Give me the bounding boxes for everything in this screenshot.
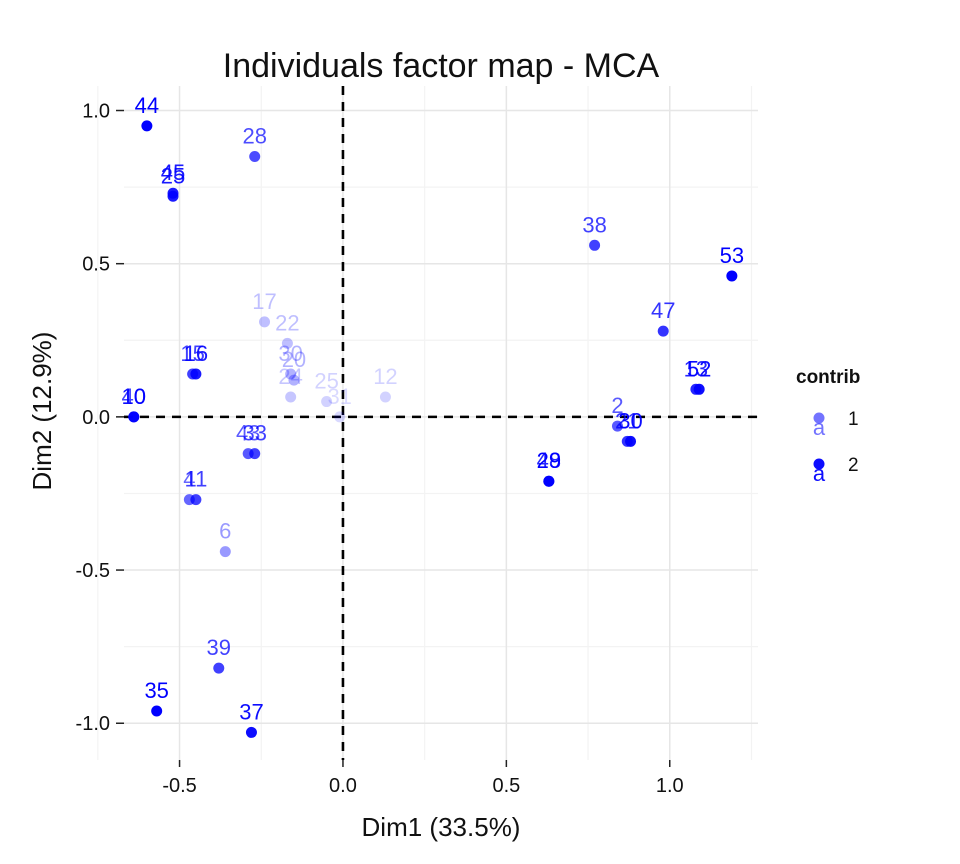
y-axis-title: Dim2 (12.9%) <box>27 332 57 491</box>
point-label: 48 <box>537 448 561 473</box>
data-point <box>245 726 257 738</box>
x-tick-label: 0.5 <box>492 775 520 797</box>
legend-entries: a 1 a 2 <box>813 409 859 486</box>
data-point <box>249 150 261 162</box>
data-point <box>543 475 555 487</box>
data-point <box>625 435 637 447</box>
point-label: 52 <box>687 356 711 381</box>
legend-key-letter: a <box>813 461 826 486</box>
legend-label: 1 <box>848 409 859 430</box>
y-tick-label: 0.0 <box>82 407 110 429</box>
legend-key-point <box>813 458 825 470</box>
data-point <box>611 420 623 432</box>
legend: contrib a 1 a 2 <box>796 367 860 486</box>
reference-lines <box>124 86 758 760</box>
point-label: 20 <box>282 347 306 372</box>
point-label: 30 <box>618 408 642 433</box>
points-layer <box>128 120 738 738</box>
point-label: 21 <box>615 408 639 433</box>
data-point <box>141 120 153 132</box>
point-label: 40 <box>122 384 146 409</box>
point-label: 39 <box>207 635 231 660</box>
point-label: 12 <box>373 364 397 389</box>
point-label: 15 <box>180 341 204 366</box>
point-label: 35 <box>144 678 168 703</box>
data-point <box>321 396 333 408</box>
legend-key-point <box>813 412 825 424</box>
legend-label: 2 <box>848 455 859 476</box>
point-label: 43 <box>236 421 260 446</box>
point-label: 13 <box>684 356 708 381</box>
grid-layer <box>97 86 758 760</box>
data-point <box>190 368 202 380</box>
data-point <box>167 190 179 202</box>
point-label: 45 <box>161 160 185 185</box>
point-label: 11 <box>184 467 207 492</box>
point-label: 25 <box>161 163 185 188</box>
data-point <box>379 391 391 403</box>
data-point <box>589 239 601 251</box>
point-label: 4 <box>183 467 195 492</box>
data-point <box>288 374 300 386</box>
x-tick-label: -0.5 <box>162 775 196 797</box>
point-label: 2 <box>611 393 623 418</box>
point-label: 6 <box>219 519 231 544</box>
data-point <box>259 316 271 328</box>
data-point <box>249 448 261 460</box>
legend-key-letter: a <box>813 415 826 440</box>
data-point <box>334 411 346 423</box>
data-point <box>285 368 297 380</box>
chart-title: Individuals factor map - MCA <box>223 47 660 85</box>
data-point <box>693 383 705 395</box>
x-axis-title: Dim1 (33.5%) <box>362 812 521 842</box>
legend-title: contrib <box>796 367 860 388</box>
data-point <box>657 325 669 337</box>
data-point <box>219 546 231 558</box>
data-point <box>213 662 225 674</box>
point-label: 38 <box>582 212 606 237</box>
point-label: 17 <box>252 289 276 314</box>
point-label: 33 <box>242 421 266 446</box>
point-label: 30 <box>278 341 302 366</box>
point-label: 29 <box>537 448 561 473</box>
data-point <box>151 705 163 717</box>
point-label: 31 <box>327 384 351 409</box>
point-label: 44 <box>135 93 159 118</box>
data-point <box>190 494 202 506</box>
point-label: 25 <box>314 369 338 394</box>
y-tick-label: 0.5 <box>82 254 110 276</box>
point-label: 47 <box>651 298 675 323</box>
axes-layer: -0.5 0.0 0.5 1.0 1.0 0.5 0.0 -0.5 -1.0 <box>76 101 684 797</box>
y-tick-label: 1.0 <box>82 101 110 123</box>
x-tick-label: 0.0 <box>329 775 357 797</box>
y-tick-label: -1.0 <box>76 713 110 735</box>
data-point <box>281 337 293 349</box>
y-tick-label: -0.5 <box>76 560 110 582</box>
point-label: 53 <box>720 243 744 268</box>
data-point <box>285 391 297 403</box>
data-point <box>726 270 738 282</box>
data-point <box>128 411 140 423</box>
point-label: 37 <box>239 699 263 724</box>
point-label: 28 <box>242 123 266 148</box>
x-tick-label: 1.0 <box>656 775 684 797</box>
point-label: 10 <box>122 384 146 409</box>
point-label: 22 <box>275 310 299 335</box>
point-label: 24 <box>278 364 302 389</box>
point-label: 16 <box>184 341 208 366</box>
